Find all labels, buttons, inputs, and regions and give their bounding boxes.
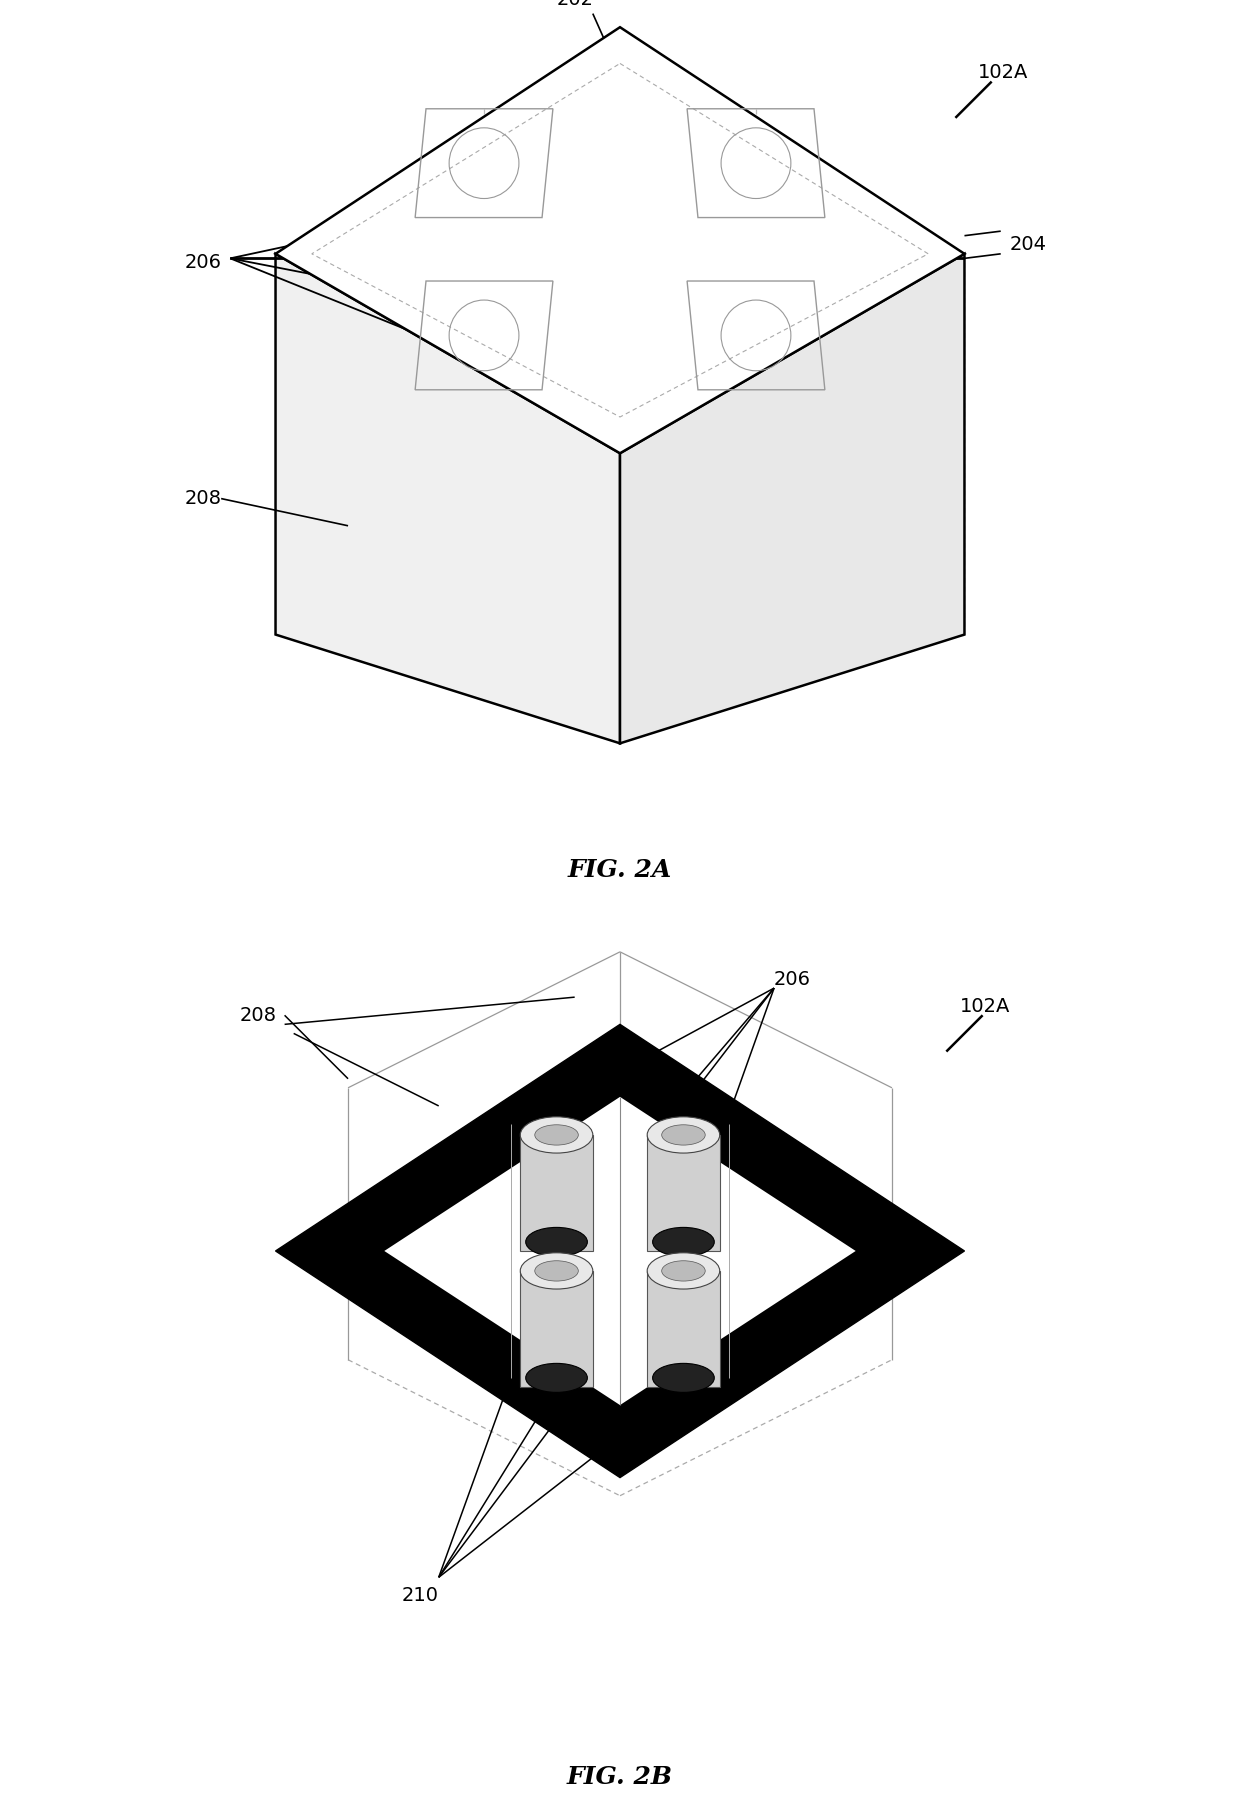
Ellipse shape bbox=[534, 1260, 578, 1282]
Ellipse shape bbox=[526, 1363, 588, 1392]
Polygon shape bbox=[275, 1024, 965, 1478]
Ellipse shape bbox=[652, 1363, 714, 1392]
Text: 210: 210 bbox=[402, 1586, 439, 1605]
Polygon shape bbox=[647, 1135, 719, 1251]
Polygon shape bbox=[521, 1271, 593, 1387]
Polygon shape bbox=[275, 27, 965, 453]
Polygon shape bbox=[275, 254, 620, 743]
Text: 102A: 102A bbox=[977, 63, 1028, 82]
Polygon shape bbox=[384, 1097, 856, 1405]
Polygon shape bbox=[620, 254, 965, 743]
Text: FIG. 2B: FIG. 2B bbox=[567, 1764, 673, 1789]
Ellipse shape bbox=[647, 1117, 719, 1153]
Text: 208: 208 bbox=[239, 1006, 277, 1024]
Ellipse shape bbox=[652, 1227, 714, 1256]
Ellipse shape bbox=[526, 1227, 588, 1256]
Ellipse shape bbox=[521, 1253, 593, 1289]
Text: 202: 202 bbox=[557, 0, 593, 9]
Ellipse shape bbox=[647, 1253, 719, 1289]
Ellipse shape bbox=[662, 1124, 706, 1146]
Text: 208: 208 bbox=[185, 490, 222, 508]
Text: FIG. 2A: FIG. 2A bbox=[568, 858, 672, 883]
Text: 204: 204 bbox=[1009, 236, 1047, 254]
Text: 206: 206 bbox=[774, 970, 811, 988]
Polygon shape bbox=[647, 1271, 719, 1387]
Text: 206: 206 bbox=[185, 254, 222, 272]
Polygon shape bbox=[521, 1135, 593, 1251]
Ellipse shape bbox=[534, 1124, 578, 1146]
Text: 102A: 102A bbox=[960, 997, 1009, 1015]
Ellipse shape bbox=[662, 1260, 706, 1282]
Ellipse shape bbox=[521, 1117, 593, 1153]
